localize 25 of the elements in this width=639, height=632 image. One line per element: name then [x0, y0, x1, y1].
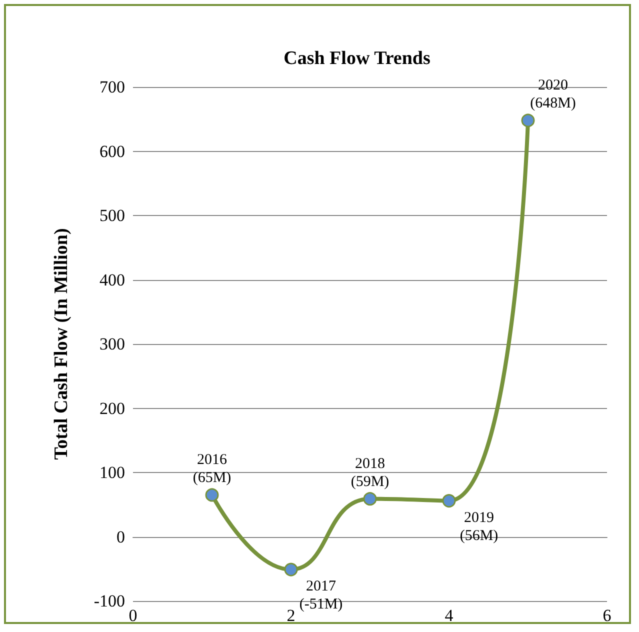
y-axis-title: Total Cash Flow (In Million): [51, 228, 72, 460]
x-tick-label: 6: [602, 606, 612, 625]
annotation: 2016 (65M): [192, 452, 232, 486]
x-tick-label: 4: [444, 606, 454, 625]
y-tick-label: 500: [100, 206, 125, 225]
x-tick-label: 0: [128, 606, 138, 625]
point: [363, 492, 377, 506]
y-tick-label: -100: [94, 592, 125, 610]
point: [521, 114, 535, 128]
y-tick-label: 300: [100, 334, 125, 354]
point: [205, 488, 219, 502]
annotation: 2019 (56M): [460, 510, 498, 544]
y-tick-label: 700: [100, 78, 125, 96]
annotation: 2017 (-51M): [299, 578, 343, 613]
y-tick-label: 200: [100, 398, 125, 418]
point: [284, 562, 298, 576]
y-tick-label: 400: [100, 270, 125, 290]
annotation: 2018 (59M): [350, 456, 390, 490]
y-tick-label: 0: [116, 527, 125, 546]
y-tick-label: 600: [100, 142, 125, 161]
chart-title: Cash Flow Trends: [284, 48, 430, 69]
y-tick-label: 100: [100, 463, 125, 482]
point: [442, 494, 456, 508]
annotation: 2020 (648M): [530, 77, 576, 112]
x-tick-label: 2: [286, 606, 296, 625]
